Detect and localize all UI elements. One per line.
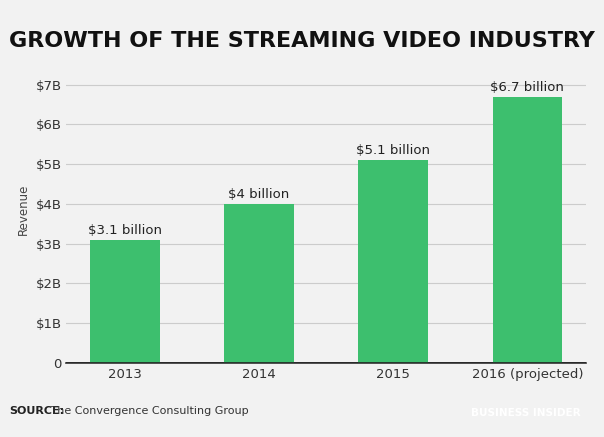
- Text: $5.1 billion: $5.1 billion: [356, 144, 430, 157]
- Text: SOURCE:: SOURCE:: [9, 406, 64, 416]
- Text: $4 billion: $4 billion: [228, 188, 290, 201]
- Bar: [90, 239, 160, 363]
- Bar: [358, 160, 428, 363]
- Text: $6.7 billion: $6.7 billion: [490, 81, 564, 94]
- Bar: [492, 97, 562, 363]
- Text: $3.1 billion: $3.1 billion: [88, 224, 162, 237]
- Text: BUSINESS INSIDER: BUSINESS INSIDER: [471, 408, 580, 418]
- Y-axis label: Revenue: Revenue: [17, 184, 30, 236]
- Text: GROWTH OF THE STREAMING VIDEO INDUSTRY: GROWTH OF THE STREAMING VIDEO INDUSTRY: [9, 31, 595, 51]
- Bar: [224, 204, 294, 363]
- Text: The Convergence Consulting Group: The Convergence Consulting Group: [47, 406, 248, 416]
